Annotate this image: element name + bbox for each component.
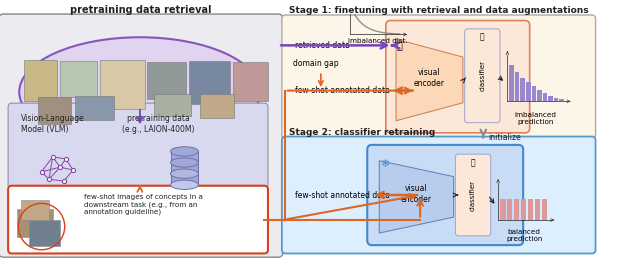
Bar: [559, 99, 564, 101]
Text: initialize: initialize: [488, 133, 521, 142]
Bar: [514, 199, 520, 220]
Text: 🔥: 🔥: [397, 41, 403, 51]
Bar: [515, 72, 520, 101]
Bar: [543, 93, 547, 101]
Bar: [233, 62, 268, 101]
Bar: [24, 61, 58, 101]
Text: Stage 1: finetuning with retrieval and data augmentations: Stage 1: finetuning with retrieval and d…: [289, 6, 589, 15]
Ellipse shape: [170, 180, 198, 189]
Text: ❄: ❄: [380, 159, 390, 169]
Text: balanced
prediction: balanced prediction: [506, 229, 542, 242]
FancyBboxPatch shape: [282, 137, 596, 253]
Text: pretraining data
(e.g., LAION-400M): pretraining data (e.g., LAION-400M): [122, 114, 195, 134]
Text: few-shot images of concepts in a
downstream task (e.g., from an
annotation guide: few-shot images of concepts in a downstr…: [84, 194, 203, 215]
Bar: [21, 200, 49, 220]
Bar: [170, 151, 198, 185]
Bar: [60, 61, 97, 97]
Text: imbalanced dist.: imbalanced dist.: [348, 38, 407, 44]
FancyBboxPatch shape: [8, 186, 268, 253]
Bar: [29, 220, 60, 246]
Bar: [38, 97, 71, 124]
Bar: [500, 199, 506, 220]
Bar: [75, 96, 114, 120]
Ellipse shape: [170, 158, 198, 167]
FancyBboxPatch shape: [456, 154, 491, 236]
Text: visual
encoder: visual encoder: [414, 68, 445, 88]
Text: retrieved data: retrieved data: [295, 41, 349, 50]
Text: pretraining data retrieval: pretraining data retrieval: [70, 5, 212, 15]
Bar: [507, 199, 513, 220]
FancyBboxPatch shape: [386, 20, 530, 133]
FancyBboxPatch shape: [0, 14, 283, 257]
Text: visual
encoder: visual encoder: [401, 184, 432, 204]
Bar: [154, 94, 191, 116]
Text: classifier: classifier: [479, 60, 485, 91]
Bar: [535, 199, 540, 220]
Bar: [147, 62, 186, 99]
Text: classifier: classifier: [470, 179, 476, 210]
Bar: [541, 199, 547, 220]
Bar: [554, 98, 559, 101]
Polygon shape: [396, 39, 463, 121]
Bar: [548, 96, 553, 101]
Bar: [17, 209, 52, 237]
Text: few-shot annotated data: few-shot annotated data: [295, 190, 390, 199]
Ellipse shape: [170, 169, 198, 178]
FancyBboxPatch shape: [465, 29, 500, 123]
Text: domain gap: domain gap: [293, 59, 339, 68]
Text: Vision-Language
Model (VLM): Vision-Language Model (VLM): [21, 114, 85, 134]
Bar: [528, 199, 533, 220]
Text: imbalanced
prediction: imbalanced prediction: [514, 112, 556, 125]
Bar: [531, 86, 536, 101]
FancyBboxPatch shape: [282, 15, 596, 138]
Bar: [509, 64, 514, 101]
Bar: [200, 94, 234, 118]
Bar: [537, 90, 541, 101]
Text: Stage 2: classifier retraining: Stage 2: classifier retraining: [289, 128, 436, 137]
Bar: [521, 199, 527, 220]
Bar: [100, 61, 145, 109]
Ellipse shape: [19, 37, 260, 147]
Text: 🔥: 🔥: [471, 158, 476, 167]
Polygon shape: [380, 161, 454, 233]
Ellipse shape: [170, 147, 198, 156]
Text: few-shot annotated data: few-shot annotated data: [295, 86, 390, 95]
FancyBboxPatch shape: [8, 103, 268, 189]
Bar: [520, 78, 525, 101]
Bar: [189, 61, 230, 104]
FancyBboxPatch shape: [367, 145, 523, 245]
Bar: [526, 82, 531, 101]
Text: 🔥: 🔥: [480, 33, 484, 42]
